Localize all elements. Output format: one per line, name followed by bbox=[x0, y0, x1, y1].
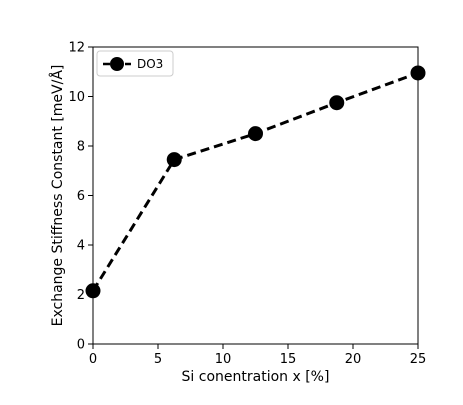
x-tick-label: 0 bbox=[89, 352, 97, 367]
x-tick-label: 5 bbox=[154, 352, 162, 367]
data-point bbox=[166, 152, 182, 168]
plot-frame bbox=[92, 46, 419, 345]
x-tick-label: 20 bbox=[345, 352, 362, 367]
y-tick-label: 12 bbox=[68, 41, 85, 56]
y-tick-label: 0 bbox=[77, 338, 85, 353]
x-tick-label: 15 bbox=[280, 352, 297, 367]
y-axis-label: Exchange Stiffness Constant [meV/Å] bbox=[49, 65, 66, 327]
x-tick-label: 25 bbox=[410, 352, 427, 367]
legend-label-do3: DO3 bbox=[137, 57, 163, 71]
y-tick-label: 2 bbox=[77, 288, 85, 303]
y-tick-label: 4 bbox=[77, 239, 85, 254]
data-point bbox=[248, 126, 263, 142]
legend-marker bbox=[110, 57, 124, 71]
data-point bbox=[329, 95, 345, 111]
y-tick-label: 6 bbox=[77, 189, 85, 204]
plot-area bbox=[93, 47, 418, 344]
x-tick-label: 10 bbox=[215, 352, 232, 367]
y-tick-label: 10 bbox=[68, 90, 85, 105]
legend: DO3 bbox=[96, 50, 174, 77]
x-axis-label: Si conentration x [%] bbox=[182, 369, 330, 385]
y-tick-label: 8 bbox=[77, 140, 85, 155]
axis-layer: 0 5 10 15 20 25 0 2 4 6 8 10 12 bbox=[68, 41, 426, 368]
